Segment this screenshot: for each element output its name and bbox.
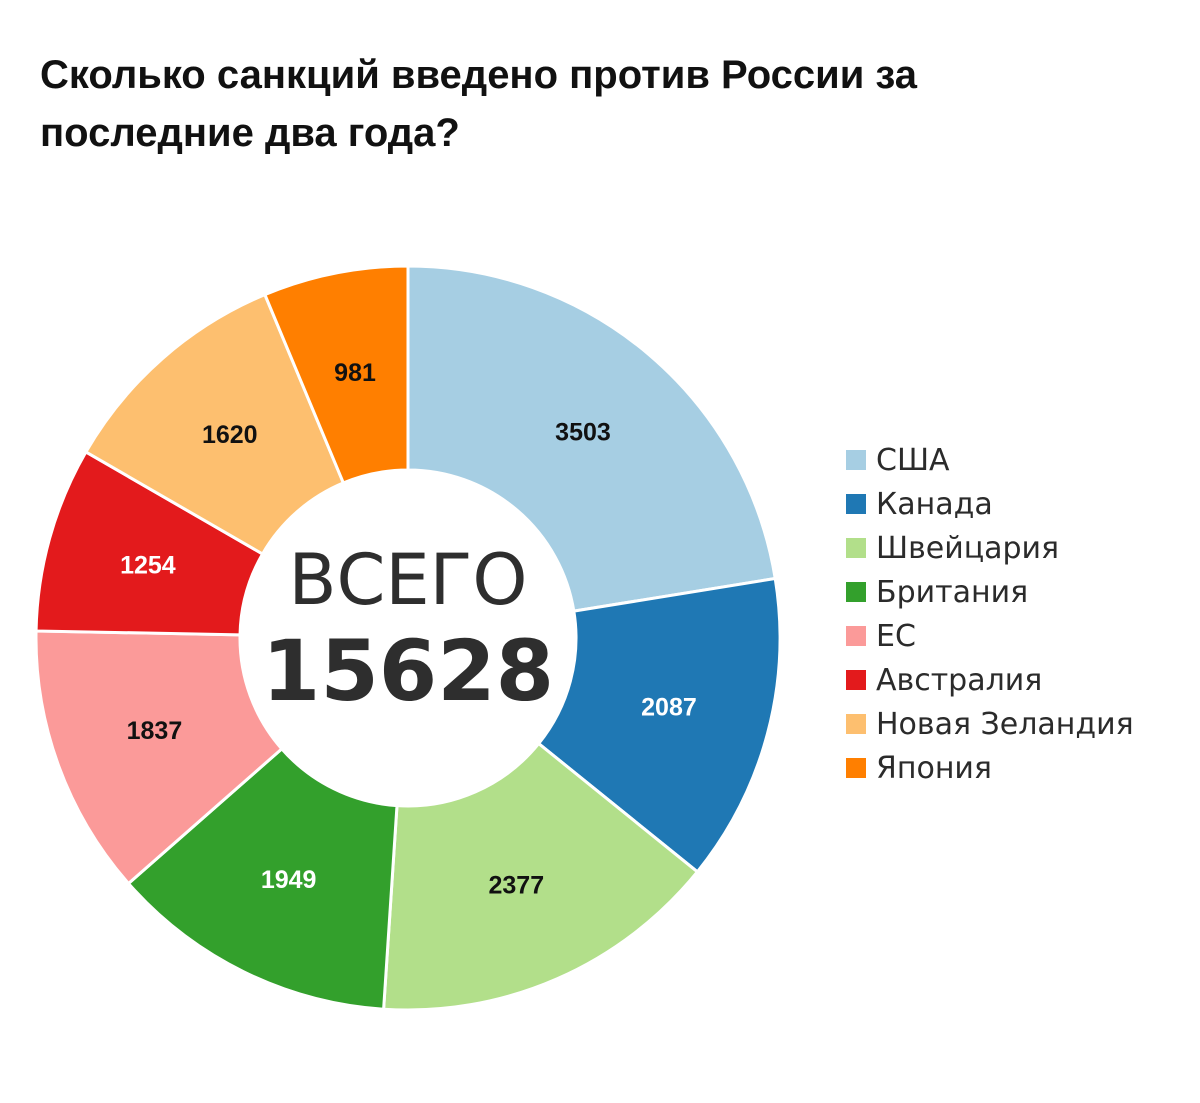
legend-swatch (846, 538, 866, 558)
legend-label: Австралия (876, 662, 1043, 698)
slice-2 (382, 741, 700, 1012)
legend-item-0: США (846, 438, 1134, 482)
slice-value-label-6: 1620 (202, 421, 258, 449)
legend-item-6: Новая Зеландия (846, 702, 1134, 746)
slice-value-label-5: 1254 (120, 552, 176, 580)
center-total: 15628 (262, 622, 554, 720)
chart-legend: США Канада Швейцария Британия ЕС Австралия Нов… (846, 438, 1134, 790)
legend-swatch (846, 670, 866, 690)
legend-swatch (846, 626, 866, 646)
slice-0 (406, 264, 777, 613)
legend-item-7: Япония (846, 746, 1134, 790)
slice-value-label-7: 981 (334, 359, 376, 387)
legend-label: Швейцария (876, 530, 1060, 566)
legend-swatch (846, 450, 866, 470)
legend-label: США (876, 442, 950, 478)
legend-label: Новая Зеландия (876, 706, 1134, 742)
center-caption: ВСЕГО (289, 539, 528, 621)
legend-item-4: ЕС (846, 614, 1134, 658)
slice-value-label-4: 1837 (127, 717, 183, 745)
slice-value-label-0: 3503 (555, 418, 611, 446)
slice-labels: 3503 2087 2377 1949 1837 1254 1620 981 (120, 359, 697, 899)
slice-value-label-2: 2377 (489, 871, 545, 899)
legend-item-1: Канада (846, 482, 1134, 526)
legend-label: Япония (876, 750, 992, 786)
legend-label: ЕС (876, 618, 916, 654)
legend-item-2: Швейцария (846, 526, 1134, 570)
legend-item-3: Британия (846, 570, 1134, 614)
donut-slices (34, 264, 782, 1012)
legend-label: Канада (876, 486, 993, 522)
slice-value-label-3: 1949 (261, 866, 317, 894)
legend-item-5: Австралия (846, 658, 1134, 702)
slice-value-label-1: 2087 (641, 693, 697, 721)
legend-swatch (846, 714, 866, 734)
slice-4 (34, 629, 284, 886)
legend-label: Британия (876, 574, 1029, 610)
slice-6 (83, 292, 346, 557)
chart-title: Сколько санкций введено против России за… (40, 53, 918, 155)
legend-swatch (846, 494, 866, 514)
slice-1 (536, 576, 782, 874)
legend-swatch (846, 758, 866, 778)
legend-swatch (846, 582, 866, 602)
slice-7 (262, 264, 410, 485)
slice-3 (126, 746, 399, 1011)
